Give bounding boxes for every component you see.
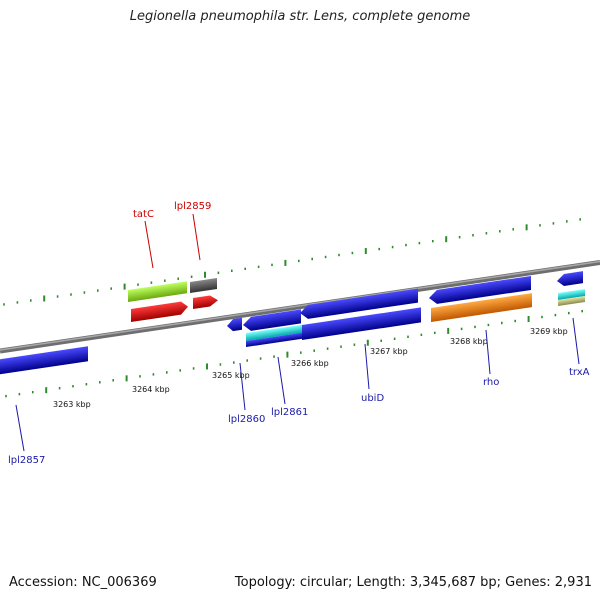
kbp-label: 3264 kbp (132, 385, 170, 394)
kbp-label: 3268 kbp (450, 337, 488, 346)
topology-text: Topology: circular; Length: 3,345,687 bp… (234, 575, 592, 590)
kbp-label: 3265 kbp (212, 371, 250, 380)
gene-lpl2860[interactable] (227, 317, 242, 332)
gene-lpl2859-gray[interactable] (190, 278, 217, 293)
gene-label-ubiD: ubiD (361, 393, 384, 404)
kbp-label: 3263 kbp (53, 400, 91, 409)
gene-trxA-blue[interactable] (557, 271, 583, 287)
gene-cyan-1[interactable] (246, 324, 303, 341)
tick-row-lower (5, 309, 584, 398)
gene-tatC[interactable] (128, 281, 187, 302)
kbp-label: 3267 kbp (370, 347, 408, 356)
gene-label-lpl2857: lpl2857 (8, 455, 45, 466)
genome-backbone-highlight (0, 260, 600, 351)
gene-label-rho: rho (483, 377, 499, 388)
gene-trxA-cyan[interactable] (558, 289, 585, 300)
gene-trxA-khaki[interactable] (558, 296, 585, 306)
kbp-label: 3266 kbp (291, 359, 329, 368)
gene-red-forward-1[interactable] (131, 301, 188, 322)
accession-text: Accession: NC_006369 (9, 575, 157, 590)
gene-ubiD[interactable] (302, 307, 421, 340)
kbp-label: 3269 kbp (530, 327, 568, 336)
map-title: Legionella pneumophila str. Lens, comple… (129, 9, 471, 24)
gene-lpl2857[interactable] (0, 346, 88, 375)
gene-label-lpl2860: lpl2860 (228, 414, 265, 425)
gene-blue-under-cyan[interactable] (246, 332, 303, 347)
gene-label-lpl2861: lpl2861 (271, 407, 308, 418)
leader-lines (15, 213, 580, 452)
gene-red-forward-2[interactable] (193, 294, 218, 309)
gene-lpl2861[interactable] (243, 309, 301, 332)
gene-label-lpl2859: lpl2859 (174, 201, 211, 212)
gene-label-trxA: trxA (569, 367, 590, 378)
gene-blue-reverse-5[interactable] (429, 275, 531, 305)
gene-label-tatC: tatC (133, 209, 154, 220)
gene-rho[interactable] (431, 293, 532, 322)
genome-backbone (0, 260, 600, 354)
tick-row-upper (3, 218, 582, 306)
gene-blue-reverse-3[interactable] (300, 288, 418, 320)
